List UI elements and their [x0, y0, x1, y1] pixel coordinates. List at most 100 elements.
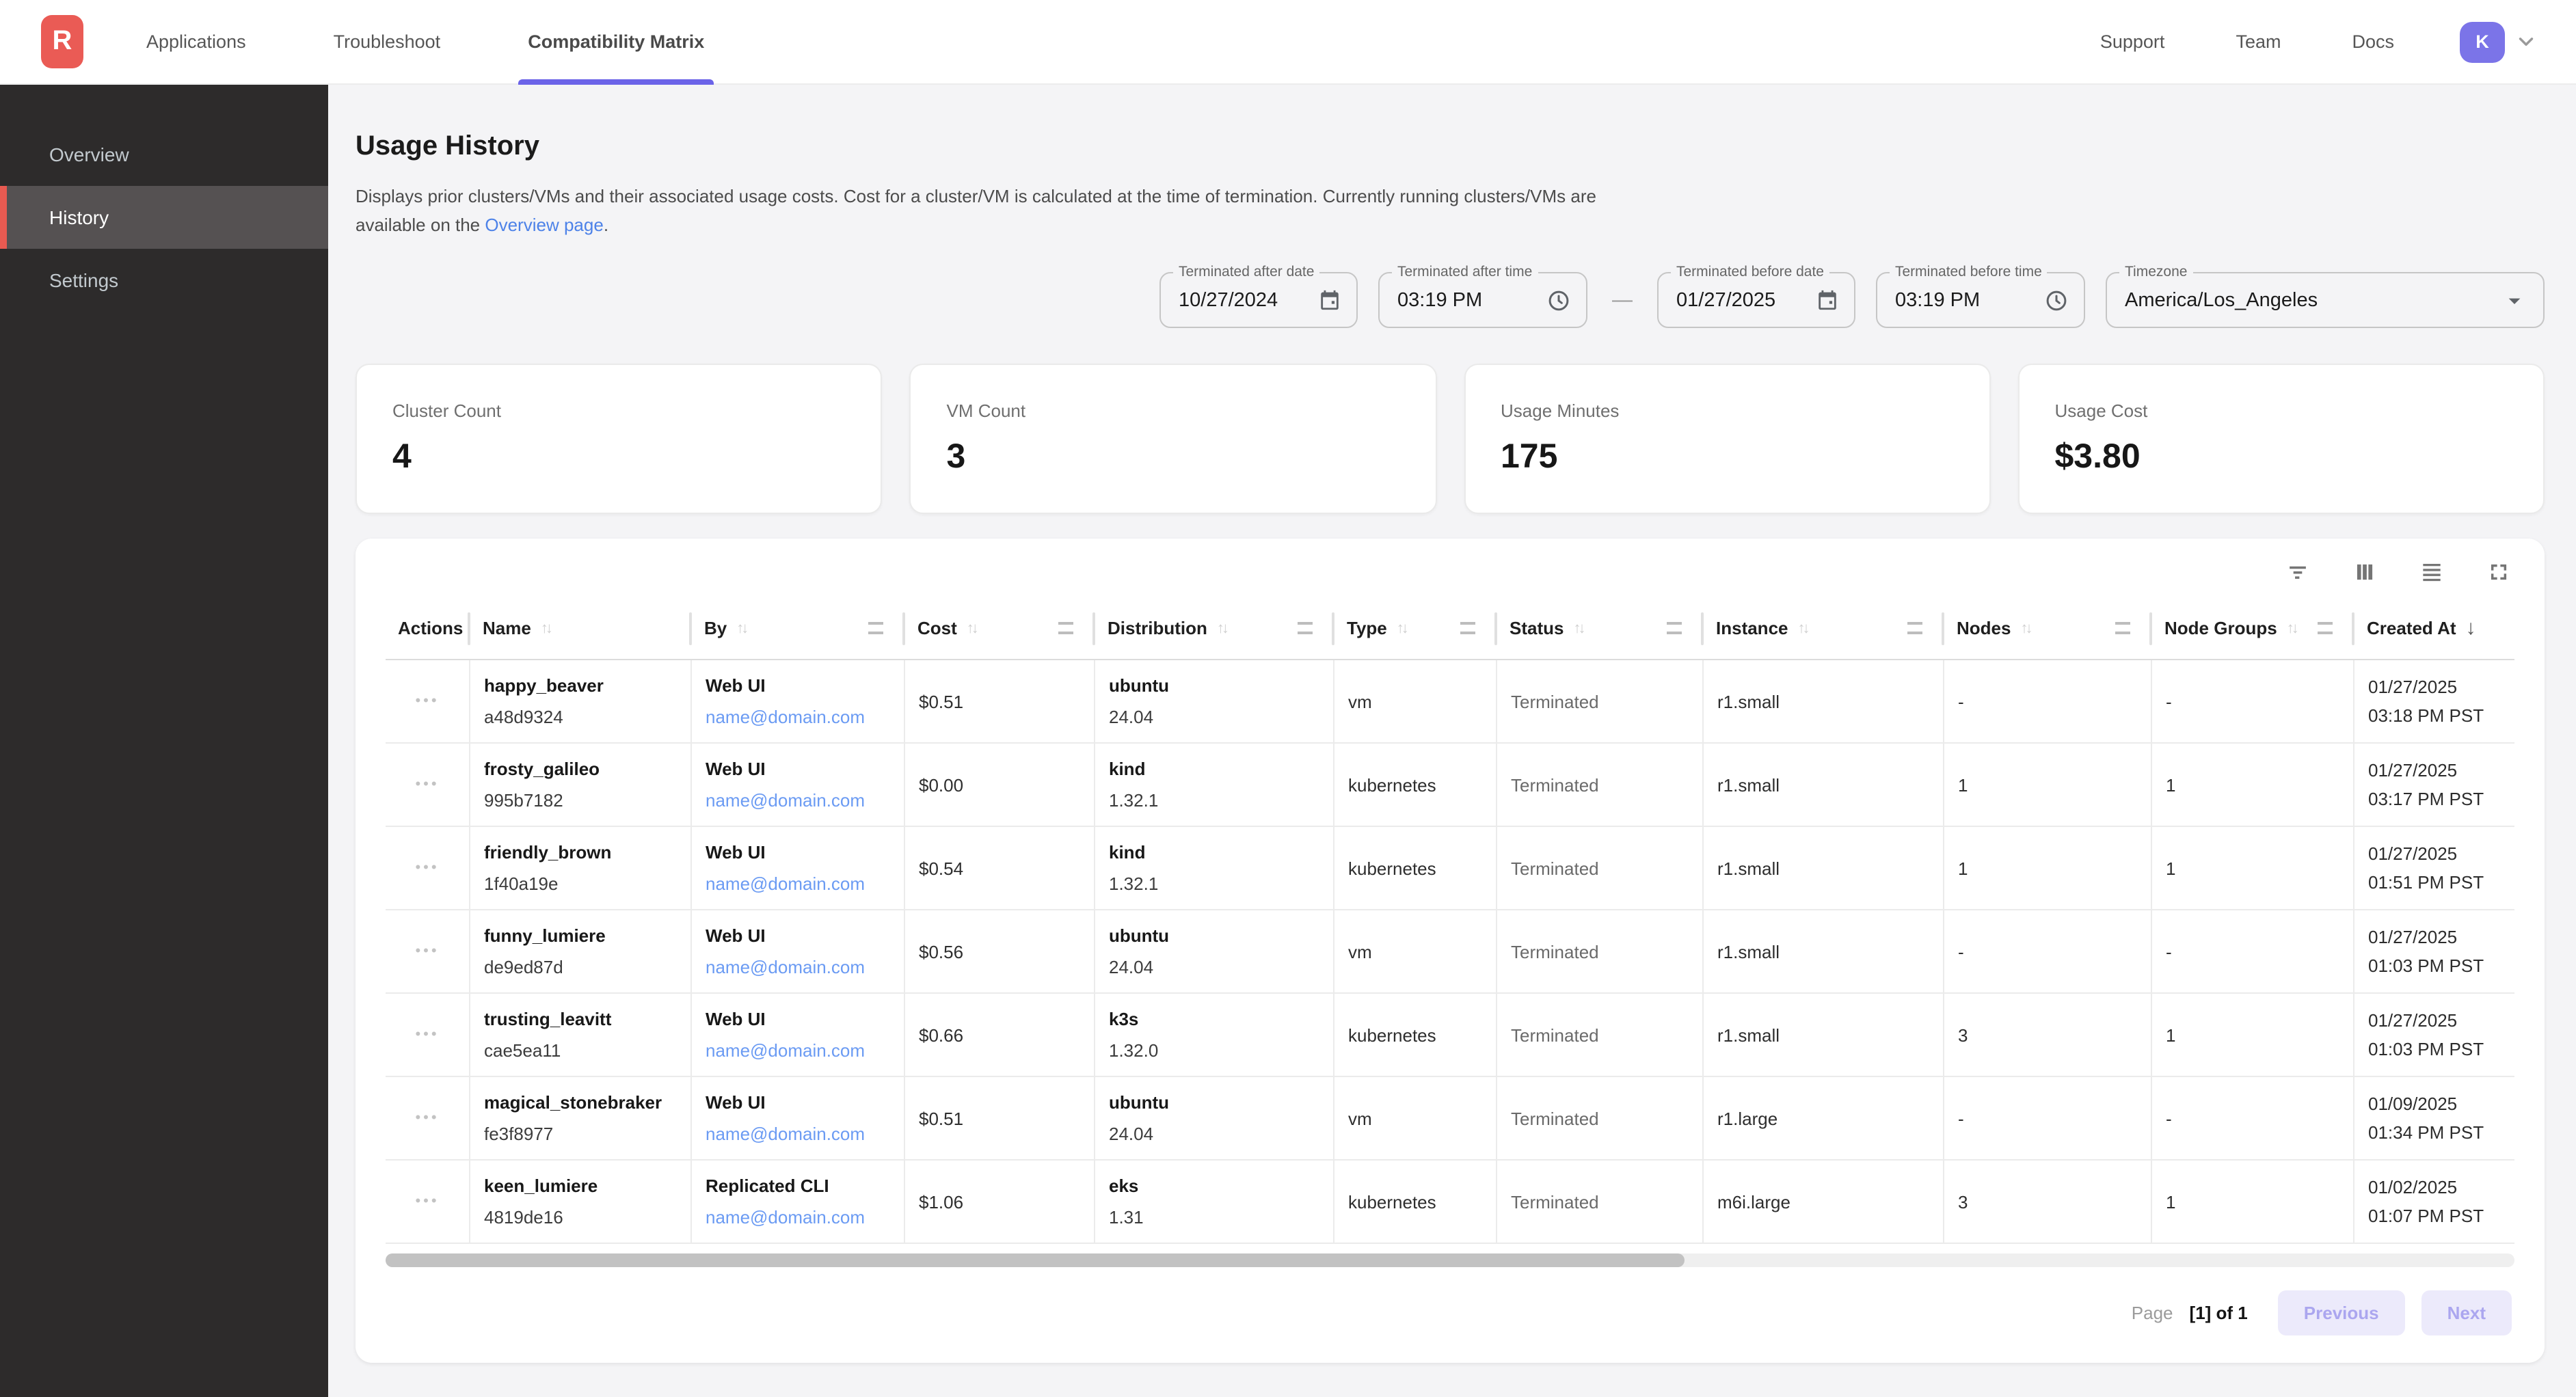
account-menu[interactable]: K — [2460, 21, 2538, 62]
actions-menu-button[interactable]: ••• — [415, 1193, 440, 1210]
cluster-id: 995b7182 — [484, 790, 563, 811]
columns-icon[interactable] — [2352, 559, 2378, 585]
replicated-logo[interactable]: R — [41, 15, 83, 68]
page-description: Displays prior clusters/VMs and their as… — [355, 182, 1661, 239]
column-header-instance[interactable]: Instance ↑↓ — [1704, 597, 1944, 661]
column-header-createdAt[interactable]: Created At ↓ — [2354, 597, 2514, 661]
cluster-name: keen_lumiere — [484, 1176, 598, 1197]
actions-menu-button[interactable]: ••• — [415, 1110, 440, 1127]
sort-icon[interactable]: ↑↓ — [1216, 620, 1229, 637]
by-email-link[interactable]: name@domain.com — [706, 1040, 866, 1061]
dropdown-arrow-icon[interactable] — [2501, 286, 2528, 314]
sort-icon[interactable]: ↑↓ — [540, 620, 553, 637]
cluster-name: happy_beaver — [484, 675, 604, 696]
sort-icon[interactable]: ↑↓ — [1797, 620, 1810, 637]
terminated-before-date-field[interactable]: Terminated before date 01/27/2025 — [1657, 264, 1855, 329]
calendar-icon[interactable] — [1816, 288, 1839, 312]
sort-desc-icon[interactable]: ↓ — [2465, 616, 2476, 640]
column-header-distribution[interactable]: Distribution ↑↓ — [1095, 597, 1334, 661]
by-email-link[interactable]: name@domain.com — [706, 790, 866, 811]
overview-page-link[interactable]: Overview page — [485, 215, 604, 236]
terminated-after-time-field[interactable]: Terminated after time 03:19 PM — [1378, 264, 1587, 329]
sidebar-item-settings[interactable]: Settings — [49, 269, 119, 291]
column-header-nodeGroups[interactable]: Node Groups ↑↓ — [2152, 597, 2354, 661]
actions-menu-button[interactable]: ••• — [415, 776, 440, 794]
column-header-status[interactable]: Status ↑↓ — [1497, 597, 1704, 661]
clock-icon[interactable] — [2044, 288, 2069, 312]
table-cell-nodes: - — [1944, 910, 2152, 994]
stat-value: 3 — [946, 437, 966, 476]
by-email-link[interactable]: name@domain.com — [706, 1124, 866, 1145]
filter-icon[interactable] — [2285, 559, 2311, 585]
column-menu-icon[interactable] — [1058, 622, 1073, 635]
avatar[interactable]: K — [2460, 21, 2505, 62]
table-cell-actions: ••• — [386, 660, 470, 744]
column-menu-icon[interactable] — [868, 622, 883, 635]
status-value: Terminated — [1511, 691, 1599, 712]
nav-compatibility-matrix[interactable]: Compatibility Matrix — [518, 0, 714, 84]
table-cell-distribution: kind 1.32.1 — [1095, 827, 1334, 911]
table-cell-distribution: ubuntu 24.04 — [1095, 910, 1334, 994]
nav-docs[interactable]: Docs — [2352, 31, 2394, 52]
sidebar-item-overview[interactable]: Overview — [49, 144, 129, 165]
fullscreen-icon[interactable] — [2486, 559, 2512, 585]
cluster-id: 4819de16 — [484, 1207, 563, 1228]
actions-menu-button[interactable]: ••• — [415, 693, 440, 710]
table-cell-cost: $0.51 — [905, 1077, 1095, 1161]
sort-icon[interactable]: ↑↓ — [2020, 620, 2032, 637]
by-email-link[interactable]: name@domain.com — [706, 873, 866, 895]
page-title: Usage History — [355, 131, 539, 161]
actions-menu-button[interactable]: ••• — [415, 860, 440, 877]
next-button[interactable]: Next — [2421, 1290, 2512, 1336]
nav-troubleshoot[interactable]: Troubleshoot — [333, 31, 441, 52]
column-menu-icon[interactable] — [1460, 622, 1475, 635]
actions-menu-button[interactable]: ••• — [415, 1027, 440, 1044]
table-toolbar — [386, 539, 2514, 597]
calendar-icon[interactable] — [1318, 288, 1341, 312]
actions-menu-button[interactable]: ••• — [415, 943, 440, 960]
table-cell-status: Terminated — [1497, 744, 1704, 828]
horizontal-scrollbar[interactable] — [386, 1253, 2514, 1268]
by-email-link[interactable]: name@domain.com — [706, 1207, 866, 1228]
sort-icon[interactable]: ↑↓ — [1396, 620, 1409, 637]
sort-icon[interactable]: ↑↓ — [736, 620, 749, 637]
sort-icon[interactable]: ↑↓ — [966, 620, 979, 637]
table-cell-instance: r1.small — [1704, 660, 1944, 744]
column-menu-icon[interactable] — [2115, 622, 2130, 635]
created-date: 01/09/2025 — [2368, 1094, 2458, 1115]
column-header-nodes[interactable]: Nodes ↑↓ — [1944, 597, 2152, 661]
column-header-cost[interactable]: Cost ↑↓ — [905, 597, 1095, 661]
column-menu-icon[interactable] — [1298, 622, 1313, 635]
stat-label: Cluster Count — [392, 401, 501, 422]
previous-button[interactable]: Previous — [2277, 1290, 2405, 1336]
terminated-before-time-field[interactable]: Terminated before time 03:19 PM — [1876, 264, 2085, 329]
stat-card-usage-minutes: Usage Minutes 175 — [1464, 364, 1991, 515]
sort-icon[interactable]: ↑↓ — [2286, 620, 2299, 637]
column-menu-icon[interactable] — [1907, 622, 1922, 635]
density-icon[interactable] — [2419, 559, 2445, 585]
usage-table-card: Actions Name ↑↓ By ↑↓ Cost ↑↓ Distribution ↑↓ Typ… — [355, 539, 2545, 1364]
column-header-type[interactable]: Type ↑↓ — [1334, 597, 1497, 661]
terminated-after-date-field[interactable]: Terminated after date 10/27/2024 — [1159, 264, 1358, 329]
nav-support[interactable]: Support — [2099, 31, 2165, 52]
terminated-before-date-label: Terminated before date — [1671, 264, 1829, 281]
timezone-select[interactable]: Timezone America/Los_Angeles — [2106, 264, 2545, 329]
sort-icon[interactable]: ↑↓ — [1573, 620, 1585, 637]
clock-icon[interactable] — [1546, 288, 1571, 312]
column-header-by[interactable]: By ↑↓ — [692, 597, 905, 661]
sidebar-item-history[interactable]: History — [0, 186, 328, 249]
created-date: 01/27/2025 — [2368, 843, 2458, 865]
column-menu-icon[interactable] — [2318, 622, 2333, 635]
created-time: 03:17 PM PST — [2368, 789, 2484, 810]
nodes-value: 3 — [1958, 1191, 1968, 1212]
nav-applications[interactable]: Applications — [146, 31, 246, 52]
nav-team[interactable]: Team — [2236, 31, 2281, 52]
scrollbar-thumb[interactable] — [386, 1253, 1685, 1268]
column-menu-icon[interactable] — [1667, 622, 1682, 635]
table-cell-createdAt: 01/27/2025 01:03 PM PST — [2354, 994, 2514, 1078]
table-cell-instance: r1.small — [1704, 910, 1944, 994]
chevron-down-icon[interactable] — [2514, 30, 2538, 53]
by-email-link[interactable]: name@domain.com — [706, 707, 866, 728]
column-header-name[interactable]: Name ↑↓ — [470, 597, 692, 661]
by-email-link[interactable]: name@domain.com — [706, 957, 866, 978]
